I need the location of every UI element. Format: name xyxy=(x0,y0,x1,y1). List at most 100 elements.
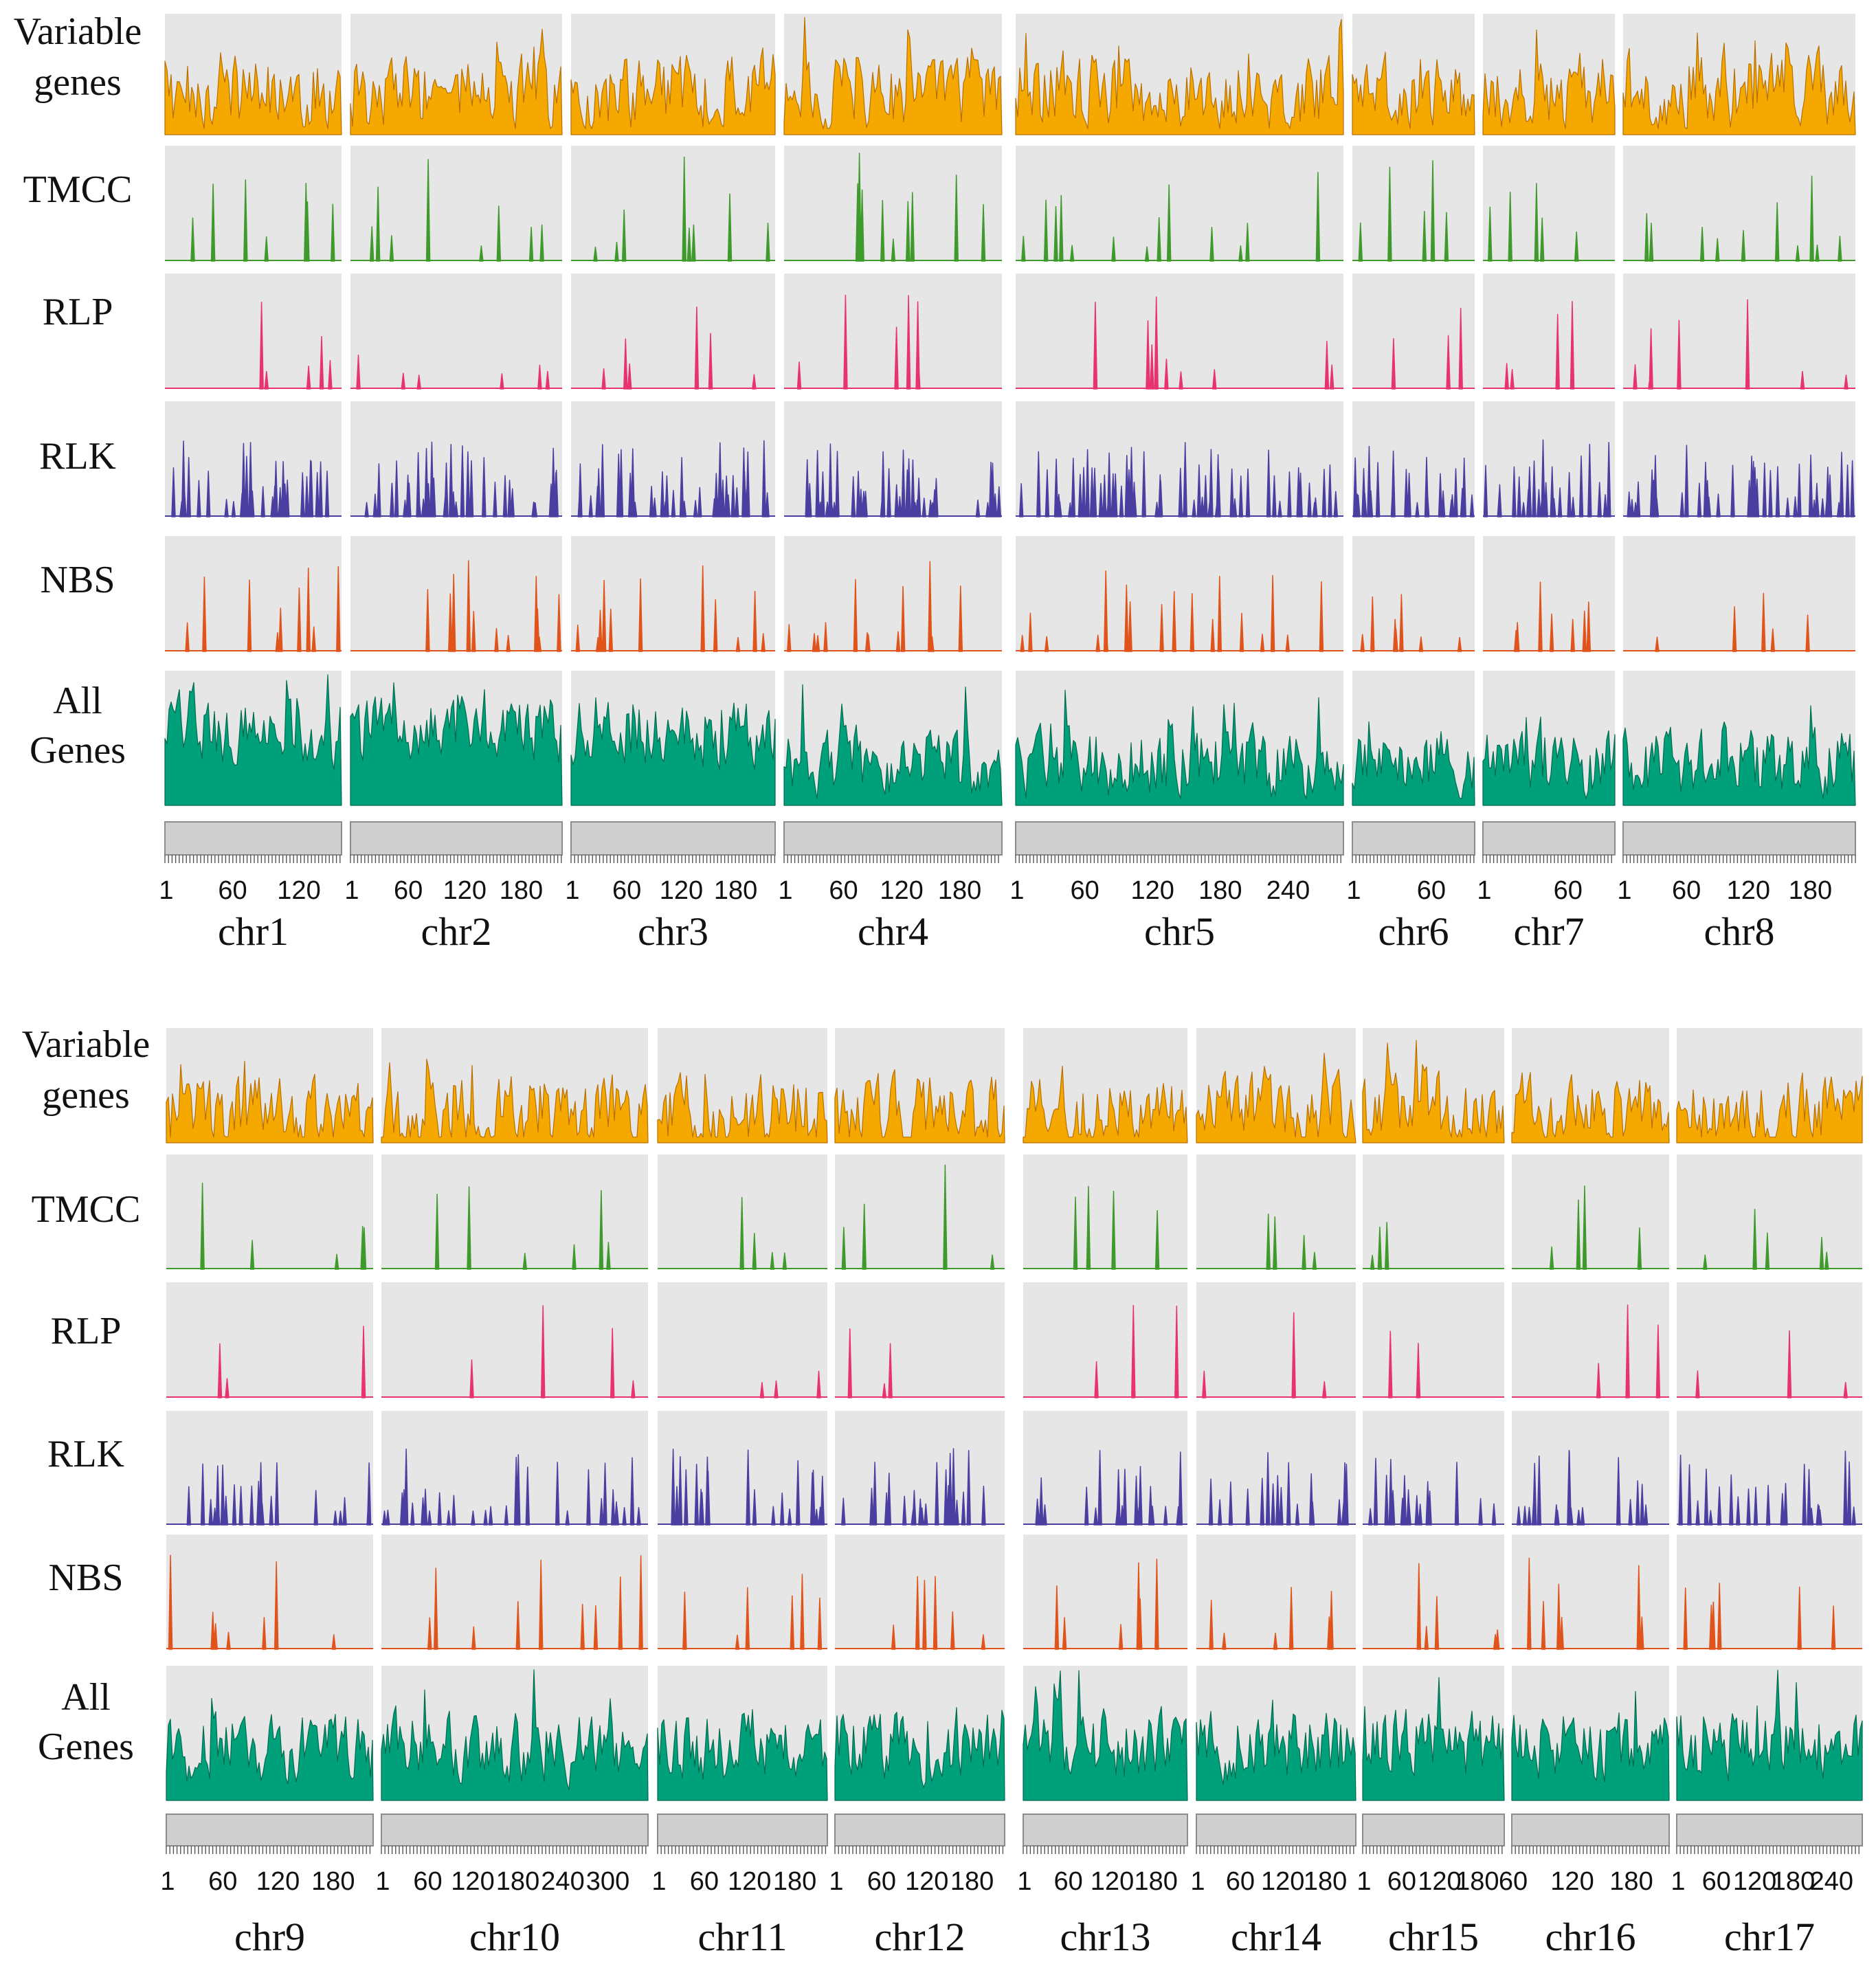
density-chr15-all xyxy=(1362,1677,1505,1801)
density-chr1-rlk xyxy=(171,440,330,517)
panel-chr11-rlk xyxy=(658,1411,827,1525)
density-chr4-all xyxy=(783,684,1003,806)
panel-chr13-tmcc xyxy=(1023,1154,1187,1269)
density-chr16-all xyxy=(1511,1690,1670,1801)
tick-label-chr1: 1 xyxy=(159,876,173,905)
tick-label-chr9: 180 xyxy=(311,1867,355,1896)
density-chr5-tmcc xyxy=(1021,172,1321,262)
panel-chr4-rlp xyxy=(784,274,1002,389)
tick-label-chr11: 120 xyxy=(728,1867,771,1896)
density-chr13-nbs xyxy=(1054,1559,1159,1650)
ruler-ticks-chr8 xyxy=(1622,855,1856,863)
density-chr4-tmcc xyxy=(855,153,986,262)
ruler-chr15 xyxy=(1362,1814,1505,1846)
density-chr6-variable xyxy=(1352,52,1475,135)
panel-chr5-tmcc xyxy=(1016,146,1343,261)
ruler-chr10 xyxy=(381,1814,649,1846)
density-chr13-rlk xyxy=(1035,1450,1183,1526)
ruler-chr7 xyxy=(1482,821,1616,856)
panel-chr9-nbs xyxy=(166,1535,373,1649)
density-chr3-rlp xyxy=(601,306,757,390)
panel-chr17-nbs xyxy=(1677,1535,1862,1649)
tick-label-chr5: 120 xyxy=(1130,876,1174,905)
density-chr14-nbs xyxy=(1209,1587,1334,1650)
density-chr3-rlk xyxy=(577,440,770,517)
chromosome-label-chr5: chr5 xyxy=(1144,909,1215,954)
density-chr12-variable xyxy=(834,1069,1005,1143)
chromosome-label-chr7: chr7 xyxy=(1513,909,1584,954)
track-label-variable: Variable xyxy=(14,10,142,53)
tick-label-chr10: 60 xyxy=(413,1867,442,1896)
density-chr1-nbs xyxy=(185,566,341,652)
tick-label-chr13: 60 xyxy=(1054,1867,1083,1896)
density-chr6-all xyxy=(1352,721,1475,806)
ruler-ticks-chr4 xyxy=(783,855,999,863)
density-chr3-tmcc xyxy=(593,156,770,262)
tick-label-chr17: 240 xyxy=(1810,1867,1853,1896)
density-chr7-nbs xyxy=(1513,581,1592,652)
tick-label-chr11: 60 xyxy=(690,1867,719,1896)
density-chr17-variable xyxy=(1676,1072,1863,1143)
density-chr9-variable xyxy=(166,1060,374,1143)
ruler-ticks-chr1 xyxy=(164,855,341,863)
density-chr2-variable xyxy=(350,28,563,135)
track-label-tmcc: TMCC xyxy=(32,1188,141,1231)
panel-chr2-rlp xyxy=(350,274,562,389)
tick-label-chr6: 1 xyxy=(1346,876,1361,905)
tick-label-chr4: 180 xyxy=(938,876,981,905)
tick-label-chr10: 180 xyxy=(496,1867,539,1896)
density-chr13-variable xyxy=(1023,1065,1188,1143)
panel-chr15-rlp xyxy=(1363,1282,1504,1398)
track-label-rlp: RLP xyxy=(51,1310,122,1352)
tick-label-chr9: 1 xyxy=(160,1867,175,1896)
top-chromosome-block: Variable genes TMCC RLP RLK NBS All Genes 1 60 120… xyxy=(14,10,1856,954)
density-chr16-variable xyxy=(1511,1072,1670,1143)
density-chr5-all xyxy=(1015,689,1344,806)
density-chr8-nbs xyxy=(1655,592,1810,652)
ruler-ticks-chr10 xyxy=(381,1846,647,1854)
panel-chr9-rlp xyxy=(166,1282,373,1398)
ruler-chr2 xyxy=(350,821,563,856)
density-chr10-rlp xyxy=(469,1305,636,1398)
panel-chr3-rlp xyxy=(571,274,775,389)
density-chr7-tmcc xyxy=(1488,183,1579,262)
tick-label-chr8: 180 xyxy=(1789,876,1832,905)
density-chr6-nbs xyxy=(1360,594,1462,652)
density-chr8-all xyxy=(1622,705,1856,806)
chromosome-label-chr11: chr11 xyxy=(698,1915,788,1959)
ruler-chr4 xyxy=(783,821,1003,856)
density-chr2-rlk xyxy=(364,441,559,517)
ruler-chr12 xyxy=(834,1814,1005,1846)
panel-chr12-rlp xyxy=(835,1282,1005,1398)
density-chr17-tmcc xyxy=(1703,1209,1829,1270)
ruler-chr5 xyxy=(1015,821,1344,856)
density-chr10-all xyxy=(381,1669,649,1801)
panel-chr7-tmcc xyxy=(1483,146,1615,261)
ruler-chr1 xyxy=(164,821,342,856)
density-chr4-rlp xyxy=(796,294,921,390)
tick-label-chr10: 240 xyxy=(541,1867,584,1896)
density-chr14-variable xyxy=(1196,1053,1356,1143)
chromosome-label-chr1: chr1 xyxy=(218,909,289,954)
panel-chr16-tmcc xyxy=(1512,1154,1669,1269)
tick-label-chr8: 60 xyxy=(1672,876,1701,905)
panel-chr7-nbs xyxy=(1483,536,1615,651)
chromosome-label-chr6: chr6 xyxy=(1378,909,1449,954)
panel-chr7-rlk xyxy=(1483,401,1615,517)
density-chr14-all xyxy=(1196,1699,1356,1801)
tick-label-chr2: 180 xyxy=(500,876,543,905)
density-chr3-all xyxy=(570,697,776,806)
chromosome-label-chr12: chr12 xyxy=(874,1915,965,1959)
tick-label-chr15: 60 xyxy=(1387,1867,1416,1896)
tick-label-chr10: 300 xyxy=(586,1867,629,1896)
panel-chr3-tmcc xyxy=(571,146,775,261)
tick-label-chr11: 180 xyxy=(773,1867,816,1896)
track-label-variable: genes xyxy=(34,61,122,104)
tick-label-chr14: 60 xyxy=(1226,1867,1255,1896)
panel-chr10-rlp xyxy=(381,1282,648,1398)
density-chr14-rlk xyxy=(1208,1451,1349,1526)
panel-chr12-tmcc xyxy=(835,1154,1005,1269)
panel-chr6-rlp xyxy=(1352,274,1475,389)
ruler-ticks-chr9 xyxy=(166,1846,371,1854)
